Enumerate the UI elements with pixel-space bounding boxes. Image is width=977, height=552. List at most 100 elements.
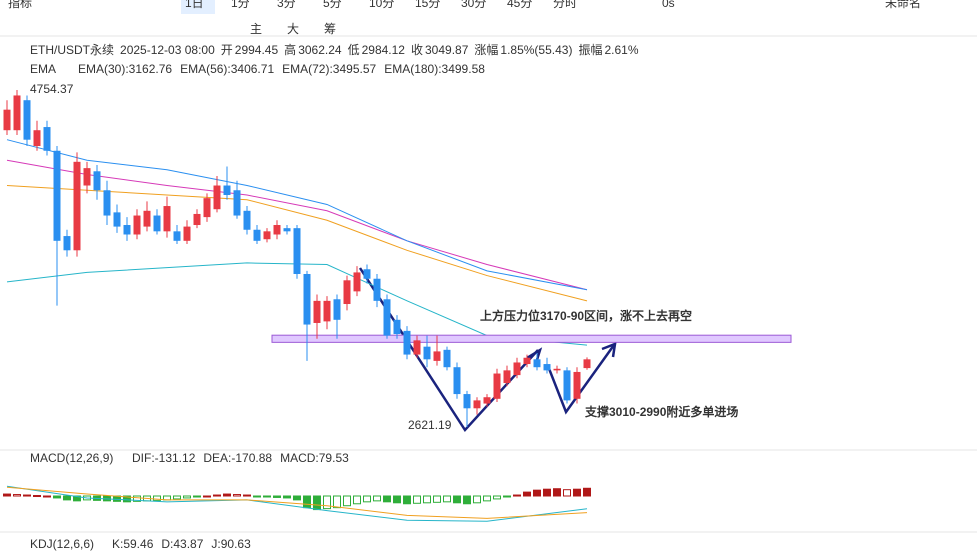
- candle-body: [183, 226, 191, 241]
- toolbar-item[interactable]: 1日: [185, 0, 204, 10]
- candle-body: [493, 373, 501, 399]
- candle-body: [533, 359, 541, 368]
- toolbar-item[interactable]: 3分: [277, 0, 296, 10]
- candle-body: [273, 225, 281, 235]
- toolbar-item[interactable]: 15分: [415, 0, 440, 10]
- macd-bar: [243, 494, 251, 497]
- quote-label: 开: [221, 43, 233, 57]
- candle-body: [503, 370, 511, 384]
- quote-label: 收: [411, 43, 423, 57]
- toolbar-item[interactable]: 5分: [323, 0, 342, 10]
- ema-line: [6, 262, 588, 346]
- candle-body: [463, 394, 471, 409]
- candle-body: [193, 213, 201, 226]
- candle-body: [353, 272, 361, 292]
- macd-bar: [353, 495, 361, 505]
- quote-value: 2.61%: [604, 43, 638, 57]
- macd-bar: [293, 495, 301, 501]
- legend-entry: EMA(56):3406.71: [180, 62, 274, 76]
- legend-entry: EMA(30):3162.76: [78, 62, 172, 76]
- candle-body: [413, 340, 421, 355]
- macd-bar: [183, 495, 191, 499]
- quote-value: 3049.87: [425, 43, 469, 57]
- macd-bar: [433, 495, 441, 503]
- macd-bar: [333, 495, 341, 509]
- indicator-toggle[interactable]: 筹: [324, 22, 336, 36]
- macd-bar: [373, 495, 381, 502]
- resistance-zone: [271, 334, 792, 343]
- macd-bar: [123, 495, 131, 503]
- arrow-head: [601, 342, 617, 358]
- toolbar-item[interactable]: 30分: [461, 0, 486, 10]
- macd-bar: [533, 489, 541, 497]
- candle-body: [33, 130, 41, 147]
- toolbar-item[interactable]: 指标: [8, 0, 32, 10]
- candle-body: [563, 370, 571, 401]
- toolbar-item[interactable]: 1分: [231, 0, 250, 10]
- candle-body: [313, 300, 321, 323]
- quote-value: 2984.12: [362, 43, 406, 57]
- candle-body: [43, 127, 51, 151]
- ema-line: [6, 185, 588, 302]
- macd-bar: [343, 495, 351, 507]
- macd-bar: [273, 495, 281, 498]
- candle-body: [523, 357, 531, 365]
- kdj-legend: J:90.63: [211, 537, 251, 551]
- indicator-toggle[interactable]: 主: [250, 22, 262, 36]
- arrow-down-up: [546, 344, 616, 415]
- macd-bar: [363, 495, 371, 503]
- quote-value: 3062.24: [298, 43, 342, 57]
- candle-body: [283, 228, 291, 232]
- candle-body: [123, 225, 131, 235]
- candle-body: [63, 236, 71, 251]
- candle-body: [343, 280, 351, 305]
- toolbar-item[interactable]: 分时: [553, 0, 577, 10]
- candle-body: [163, 206, 171, 232]
- macd-bar: [63, 495, 71, 501]
- macd-bar: [173, 495, 181, 500]
- legend-entry: EMA(72):3495.57: [282, 62, 376, 76]
- candle-body: [73, 161, 81, 251]
- quote-label: 低: [348, 43, 360, 57]
- macd-bar: [153, 495, 161, 501]
- macd-bar: [43, 495, 51, 498]
- candle-body: [103, 190, 111, 216]
- indicator-toggle[interactable]: 大: [287, 22, 299, 36]
- macd-bar: [413, 495, 421, 504]
- candle-body: [93, 171, 101, 191]
- macd-bar: [303, 495, 311, 509]
- macd-bar: [453, 495, 461, 504]
- toolbar-item[interactable]: 45分: [507, 0, 532, 10]
- toolbar-item[interactable]: 0s: [662, 0, 675, 10]
- candle-body: [23, 100, 31, 140]
- macd-bar: [503, 495, 511, 498]
- candle-body: [143, 210, 151, 227]
- candle-body: [323, 300, 331, 322]
- macd-bar: [523, 491, 531, 497]
- quote-value: 2994.45: [235, 43, 279, 57]
- candle-body: [583, 359, 591, 369]
- macd-bar: [263, 495, 271, 498]
- candle-body: [453, 367, 461, 395]
- candle-body: [423, 346, 431, 360]
- macd-bar: [443, 495, 451, 503]
- candle-body: [403, 330, 411, 355]
- macd-bar: [583, 487, 591, 497]
- macd-bar: [323, 495, 331, 510]
- legend-entry: EMA(180):3499.58: [384, 62, 485, 76]
- candle-body: [213, 185, 221, 210]
- toolbar-item[interactable]: 10分: [369, 0, 394, 10]
- macd-bar: [493, 495, 501, 500]
- candle-body: [203, 198, 211, 218]
- candle-body: [113, 212, 121, 227]
- quote-label: 2025-12-03 08:00: [120, 43, 215, 57]
- candle-body: [263, 231, 271, 240]
- layout-name[interactable]: 未命名: [885, 0, 921, 10]
- candle-body: [373, 278, 381, 301]
- macd-bar: [423, 495, 431, 504]
- candle-body: [513, 362, 521, 376]
- macd-bar: [13, 494, 21, 497]
- macd-bar: [253, 495, 261, 498]
- quote-label: 涨幅: [474, 42, 498, 57]
- candle-body: [53, 150, 61, 241]
